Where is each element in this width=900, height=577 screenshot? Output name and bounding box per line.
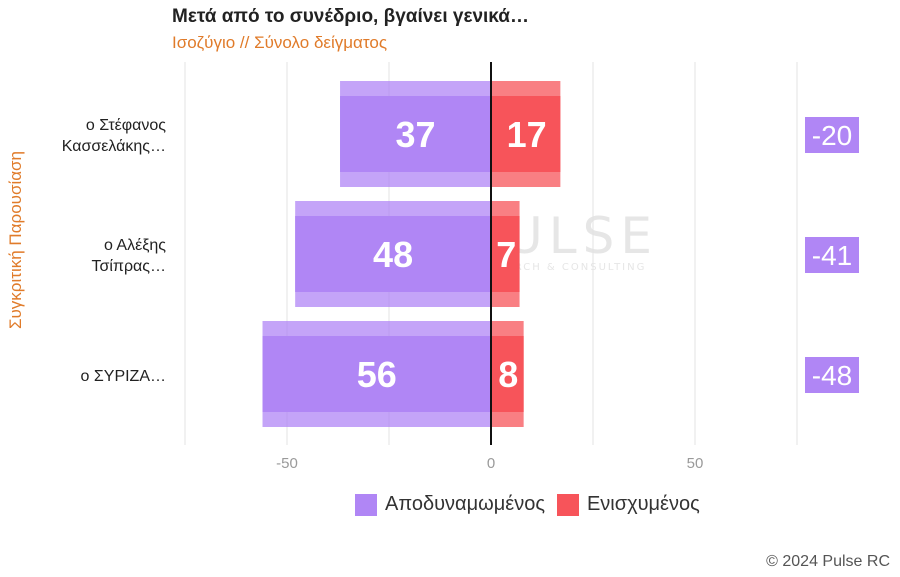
bar-weakened [295,216,491,292]
data-label-weakened: 48 [373,234,413,275]
bar-weakened [340,96,491,172]
balance-value: -48 [812,360,852,391]
category-label: Κασσελάκης… [62,138,166,155]
x-tick-label: 0 [487,455,495,472]
category-label: ο Στέφανος [86,117,166,134]
chart-subtitle: Ισοζύγιο // Σύνολο δείγματος [172,33,388,52]
balance-badge [805,117,859,153]
balance-badge [805,357,859,393]
category-label: ο ΣΥΡΙΖΑ… [81,368,166,385]
legend-item-strengthened[interactable]: Ενισχυμένος [556,493,700,516]
legend-swatch-strengthened [556,493,579,516]
bar-weakened [262,336,491,412]
balance-badge [805,237,859,273]
x-tick-label: 50 [687,455,704,472]
data-label-weakened: 37 [395,114,435,155]
chart-title: Μετά από το συνέδριο, βγαίνει γενικά… [172,6,529,27]
bar-strengthened [491,96,561,172]
category-label: Τσίπρας… [91,258,166,275]
data-label-strengthened: 7 [496,234,516,275]
bar-strengthened [491,216,520,292]
legend-item-weakened[interactable]: Αποδυναμωμένος [355,493,545,516]
bar-strengthened [491,336,524,412]
balance-value: -20 [812,120,852,151]
category-label: ο Αλέξης [104,237,166,254]
data-label-strengthened: 17 [507,114,547,155]
data-label-weakened: 56 [357,354,397,395]
legend-label-weakened: Αποδυναμωμένος [385,493,545,515]
legend-swatch-weakened [355,493,377,516]
data-label-strengthened: 8 [498,354,518,395]
copyright-notice: © 2024 Pulse RC [766,553,890,570]
legend-label-strengthened: Ενισχυμένος [586,493,700,515]
x-tick-label: -50 [276,455,298,472]
legend: Αποδυναμωμένος Ενισχυμένος [355,493,712,516]
balance-value: -41 [812,240,852,271]
